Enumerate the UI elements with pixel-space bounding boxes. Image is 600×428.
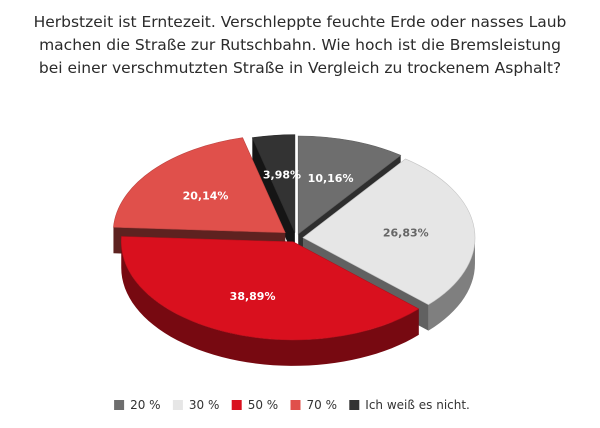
legend-label-0: 20 % [130, 398, 161, 412]
chart-title-line-3: bei einer verschmutzten Straße in Vergle… [39, 59, 561, 77]
chart-title: Herbstzeit ist Erntezeit. Verschleppte f… [34, 13, 567, 77]
legend-label-3: 70 % [307, 398, 338, 412]
pie-labels: 10,16% 26,83% 38,89% 20,14% 3,98% [183, 168, 429, 303]
slice-cut-wall-4 [252, 137, 295, 259]
legend-label-1: 30 % [189, 398, 220, 412]
pie-tops [113, 134, 476, 341]
legend-swatch-1 [172, 400, 183, 410]
data-label-2: 38,89% [230, 290, 276, 303]
legend: 20 % 30 % 50 % 70 % Ich weiß es nicht. [114, 398, 470, 412]
slice-outer-wall-2 [121, 241, 419, 366]
chart-title-line-2: machen die Straße zur Rutschbahn. Wie ho… [39, 36, 561, 54]
data-label-4: 3,98% [263, 168, 301, 181]
pie-slice-4 [251, 134, 296, 233]
legend-label-4: Ich weiß es nicht. [365, 398, 470, 412]
legend-swatch-3 [290, 400, 301, 410]
pie-slice-1 [302, 158, 476, 306]
legend-swatch-0 [114, 400, 125, 410]
pie-slice-0 [297, 135, 402, 235]
pie-slice-2 [120, 236, 420, 341]
chart-title-line-1: Herbstzeit ist Erntezeit. Verschleppte f… [34, 13, 567, 31]
legend-label-2: 50 % [248, 398, 279, 412]
legend-swatch-2 [231, 400, 242, 410]
data-label-3: 20,14% [183, 189, 229, 202]
pie-slice-3 [113, 137, 286, 233]
slice-outer-wall-1 [428, 237, 475, 331]
data-label-1: 26,83% [383, 226, 429, 239]
legend-swatch-4 [349, 400, 360, 410]
data-label-0: 10,16% [308, 172, 354, 185]
